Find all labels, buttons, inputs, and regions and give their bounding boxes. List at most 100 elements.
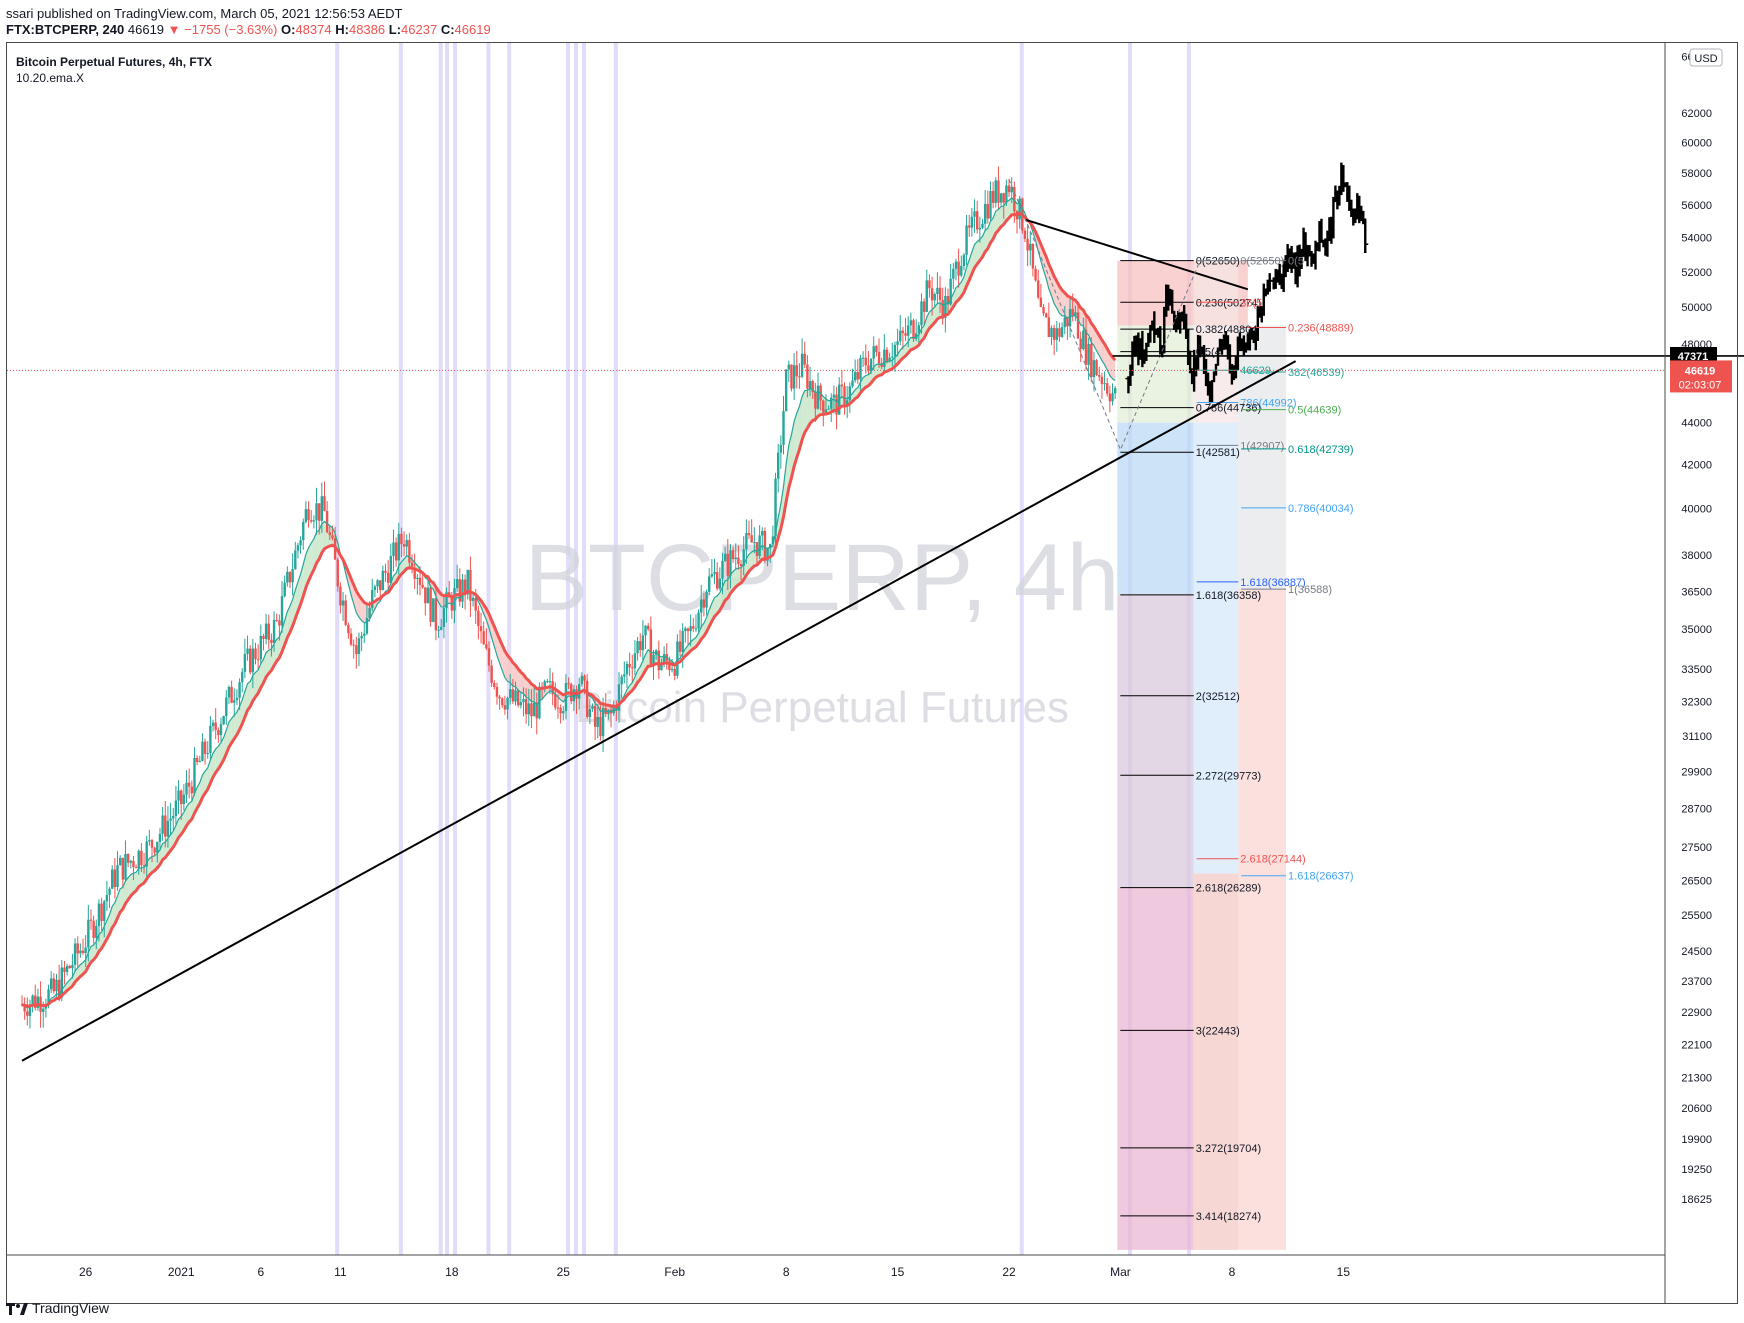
candle xyxy=(636,636,639,661)
candle-body xyxy=(559,707,562,714)
candle xyxy=(1100,372,1104,399)
candle-body xyxy=(585,680,589,718)
candle-body xyxy=(853,372,857,381)
ema-fill xyxy=(358,595,362,621)
candle-body xyxy=(745,533,748,550)
candle xyxy=(118,855,122,866)
candle-body xyxy=(376,580,379,587)
candle xyxy=(264,613,268,645)
candle-body xyxy=(193,757,196,794)
time-tick-label: 8 xyxy=(783,1265,790,1279)
legend-title: Bitcoin Perpetual Futures, 4h, FTX xyxy=(16,55,212,69)
candle xyxy=(649,616,653,665)
candle xyxy=(158,827,162,851)
ema-fill xyxy=(526,678,529,699)
ema-fill xyxy=(1099,335,1102,361)
ema-fill xyxy=(730,571,734,594)
candle xyxy=(217,727,220,743)
fib-zone xyxy=(1117,593,1194,888)
candle xyxy=(498,695,501,710)
candle-body xyxy=(103,901,106,921)
candle xyxy=(928,274,931,298)
watermark-name: Bitcoin Perpetual Futures xyxy=(575,683,1069,732)
ema-fill xyxy=(985,228,988,252)
candle-body xyxy=(270,639,273,644)
candle xyxy=(129,859,132,869)
candle xyxy=(299,536,302,554)
ema-fill xyxy=(977,239,980,264)
candle-body xyxy=(304,509,308,522)
price-tick-label: 62000 xyxy=(1681,108,1712,120)
candle-body xyxy=(845,400,849,407)
candle xyxy=(700,584,703,629)
candle-body xyxy=(195,757,199,762)
watermark-symbol: BTCPERP, 4h xyxy=(525,525,1120,631)
candle-body xyxy=(201,741,204,761)
candle xyxy=(379,580,382,598)
candle-body xyxy=(286,571,289,583)
candle-body xyxy=(928,280,931,289)
candle xyxy=(981,218,984,229)
candle-body xyxy=(965,225,968,255)
candle-body xyxy=(941,300,944,318)
candle xyxy=(952,263,955,290)
candle xyxy=(487,641,491,672)
candle-body xyxy=(432,598,435,622)
candle xyxy=(737,545,740,570)
candle-body xyxy=(28,1004,32,1016)
candle-body xyxy=(355,645,358,655)
candle-body xyxy=(336,559,339,587)
candle-body xyxy=(718,578,722,589)
candle-body xyxy=(800,353,804,377)
ema-fill xyxy=(266,650,269,678)
candle xyxy=(734,543,737,570)
candle-body xyxy=(1005,185,1008,203)
candle-body xyxy=(848,386,852,401)
candle xyxy=(73,938,77,973)
candle-body xyxy=(623,674,626,677)
candle xyxy=(89,909,93,930)
price-tick-label: 32300 xyxy=(1681,697,1712,709)
ema-fill xyxy=(308,543,312,581)
candle-body xyxy=(808,381,812,389)
candle-body xyxy=(607,709,610,715)
candle xyxy=(989,181,992,221)
candle xyxy=(986,190,990,224)
candle-body xyxy=(1106,383,1109,394)
candle xyxy=(442,596,446,639)
fib-level-label: 3.272(19704) xyxy=(1196,1143,1261,1155)
candle-body xyxy=(190,786,194,794)
candle xyxy=(938,276,942,314)
candle xyxy=(246,635,249,661)
candle xyxy=(593,699,597,741)
candle-body xyxy=(777,452,780,479)
candle xyxy=(891,342,894,367)
candle-body xyxy=(169,818,172,821)
open-label: O: xyxy=(281,22,296,37)
candle-body xyxy=(511,689,515,702)
candle xyxy=(782,395,785,455)
candle xyxy=(994,177,997,208)
candle-body xyxy=(532,702,536,717)
candle-body xyxy=(798,376,801,378)
candle-body xyxy=(73,943,77,965)
candle xyxy=(150,838,154,863)
candle xyxy=(678,629,682,657)
candle xyxy=(1092,351,1096,392)
candle xyxy=(822,399,825,427)
candle xyxy=(405,534,408,557)
candle xyxy=(835,386,838,430)
fib-level: 3.272(19704) xyxy=(1120,1143,1261,1155)
ema-slow-line xyxy=(21,211,1117,1008)
candle-body xyxy=(230,686,233,703)
fib-level-label: 3(22443) xyxy=(1196,1025,1240,1037)
candle-body xyxy=(891,356,894,358)
high-label: H: xyxy=(335,22,349,37)
candle xyxy=(347,622,350,639)
candle-body xyxy=(816,385,820,409)
candle xyxy=(1010,177,1013,204)
candle xyxy=(904,317,907,342)
ema-fill xyxy=(263,652,267,683)
candle-body xyxy=(790,364,793,389)
